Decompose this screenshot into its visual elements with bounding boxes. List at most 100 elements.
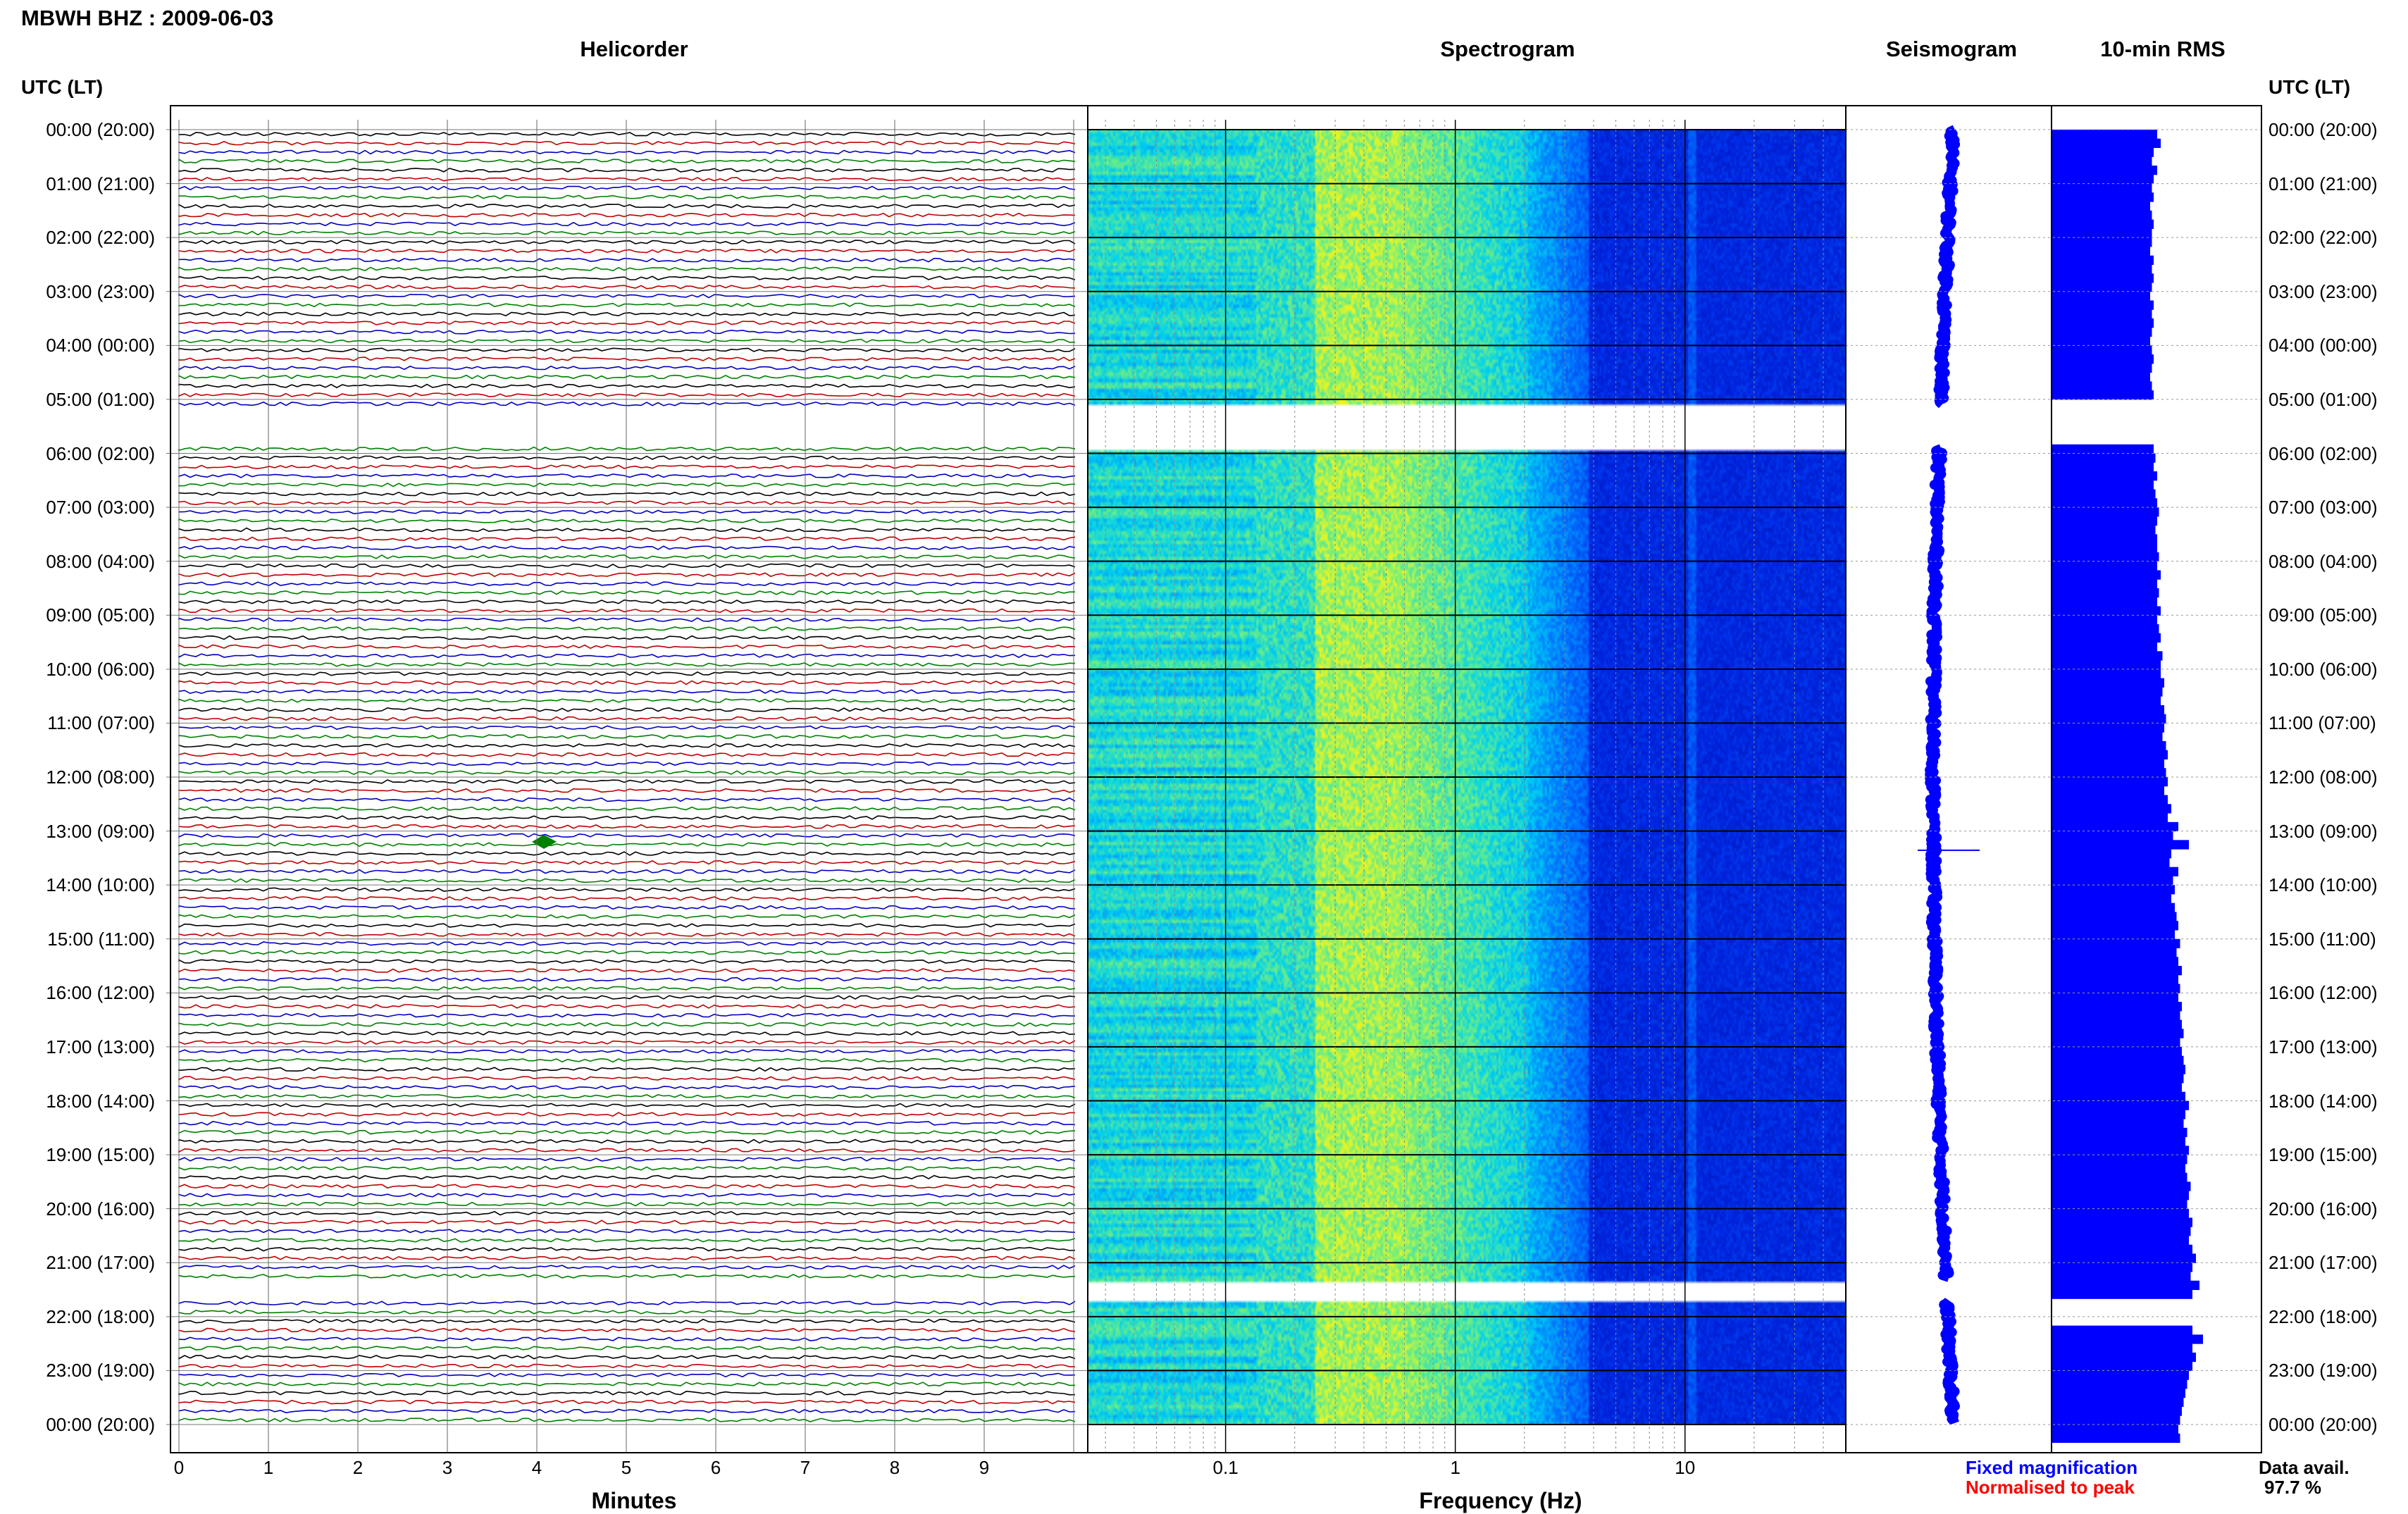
rms-bar <box>2052 786 2164 796</box>
rms-bar <box>2052 795 2168 805</box>
helicorder-trace <box>178 518 1076 523</box>
rms-bar <box>2052 1289 2192 1299</box>
rms-bar <box>2052 156 2152 166</box>
helicorder-trace <box>178 1103 1076 1108</box>
rms-bar <box>2052 219 2154 229</box>
rms-bar <box>2052 929 2175 940</box>
helicorder-trace <box>178 1201 1076 1207</box>
helicorder-trace <box>178 321 1076 325</box>
helicorder-trace <box>178 698 1076 703</box>
helicorder-trace <box>178 536 1076 542</box>
helicorder-trace <box>178 401 1076 407</box>
helicorder-trace <box>178 842 1076 848</box>
rms-bar <box>2052 354 2154 364</box>
helicorder-trace <box>178 204 1076 209</box>
helicorder-trace <box>178 644 1076 650</box>
rms-bar <box>2052 210 2152 221</box>
helicorder-trace <box>178 329 1076 335</box>
helicorder-trace <box>178 545 1076 550</box>
helicorder-trace <box>178 266 1076 272</box>
rms-bar <box>2052 1010 2180 1021</box>
rms-bar <box>2052 246 2150 256</box>
rms-bar <box>2052 1272 2191 1282</box>
rms-bar <box>2052 705 2164 715</box>
rms-bar <box>2052 938 2180 949</box>
rms-bar <box>2052 912 2177 922</box>
rms-bar <box>2052 264 2152 274</box>
helicorder-trace <box>178 338 1076 344</box>
helicorder-trace <box>178 1274 1076 1279</box>
rms-bar <box>2052 1082 2182 1093</box>
helicorder-trace <box>178 1246 1076 1252</box>
rms-bar <box>2052 1253 2196 1263</box>
time-label-left: 17:00 (13:00) <box>46 1036 155 1057</box>
helicorder-trace <box>178 914 1076 919</box>
rms-bar <box>2052 480 2154 490</box>
time-label-right: 17:00 (13:00) <box>2269 1036 2378 1057</box>
rms-bar <box>2052 372 2150 382</box>
time-label-right: 09:00 (05:00) <box>2269 604 2378 626</box>
minute-tick-label: 3 <box>442 1457 453 1478</box>
rms-bar <box>2052 1181 2191 1191</box>
rms-bar <box>2052 444 2154 454</box>
helicorder-trace <box>178 1318 1076 1324</box>
helicorder-trace <box>178 212 1076 218</box>
helicorder-trace <box>178 176 1076 182</box>
helicorder-trace <box>178 249 1076 254</box>
helicorder-trace <box>178 860 1076 865</box>
helicorder-trace <box>178 302 1076 308</box>
rms-bar <box>2052 273 2154 283</box>
helicorder-trace <box>178 464 1076 469</box>
helicorder-trace <box>178 788 1076 793</box>
rms-bar <box>2052 1397 2184 1407</box>
time-label-right: 05:00 (01:00) <box>2269 388 2378 410</box>
rms-bar <box>2052 669 2161 679</box>
rms-bars <box>2052 130 2203 1444</box>
helicorder-trace <box>178 392 1076 397</box>
helicorder-trace <box>178 662 1076 667</box>
helicorder-trace <box>178 734 1076 739</box>
helicorder-trace <box>178 635 1076 640</box>
helicorder-trace <box>178 887 1076 892</box>
rms-bar <box>2052 147 2154 157</box>
helicorder-trace <box>178 221 1076 227</box>
time-label-left: 08:00 (04:00) <box>46 550 155 572</box>
helicorder-trace <box>178 1031 1076 1036</box>
helicorder-trace <box>178 1057 1076 1063</box>
helicorder-trace <box>178 833 1076 838</box>
event-marker <box>532 834 557 849</box>
time-label-right: 08:00 (04:00) <box>2269 550 2378 572</box>
time-label-right: 20:00 (16:00) <box>2269 1198 2378 1220</box>
rms-bar <box>2052 1146 2189 1155</box>
helicorder-trace <box>178 1022 1076 1027</box>
helicorder-trace <box>178 976 1076 982</box>
helicorder-trace <box>178 689 1076 695</box>
time-label-left: 02:00 (22:00) <box>46 227 155 249</box>
rms-bar <box>2052 633 2161 643</box>
rms-bar <box>2052 1163 2185 1174</box>
rms-bar <box>2052 489 2156 499</box>
rms-bar <box>2052 1055 2184 1065</box>
minute-tick-label: 9 <box>979 1457 990 1478</box>
helicorder-trace <box>178 968 1076 973</box>
rms-bar <box>2052 525 2156 535</box>
helicorder-trace <box>178 1148 1076 1153</box>
helicorder-trace <box>178 959 1076 964</box>
helicorder-trace <box>178 995 1076 1000</box>
helicorder-title: Helicorder <box>580 37 688 61</box>
helicorder-trace <box>178 671 1076 676</box>
panel-frame <box>170 105 1088 1453</box>
helicorder-trace <box>178 500 1076 506</box>
time-label-left: 07:00 (03:00) <box>46 497 155 519</box>
helicorder-trace <box>178 527 1076 533</box>
rms-bar <box>2052 893 2171 904</box>
minute-tick-label: 0 <box>173 1457 185 1478</box>
rms-bar <box>2052 615 2157 625</box>
helicorder-trace <box>178 240 1076 244</box>
utc-header-right: UTC (LT) <box>2269 76 2351 98</box>
rms-bar <box>2052 300 2154 310</box>
seismogram-band <box>1925 125 1961 1426</box>
rms-bar <box>2052 570 2161 580</box>
seismogram-title: Seismogram <box>1885 37 2018 61</box>
time-label-left: 15:00 (11:00) <box>47 928 155 950</box>
